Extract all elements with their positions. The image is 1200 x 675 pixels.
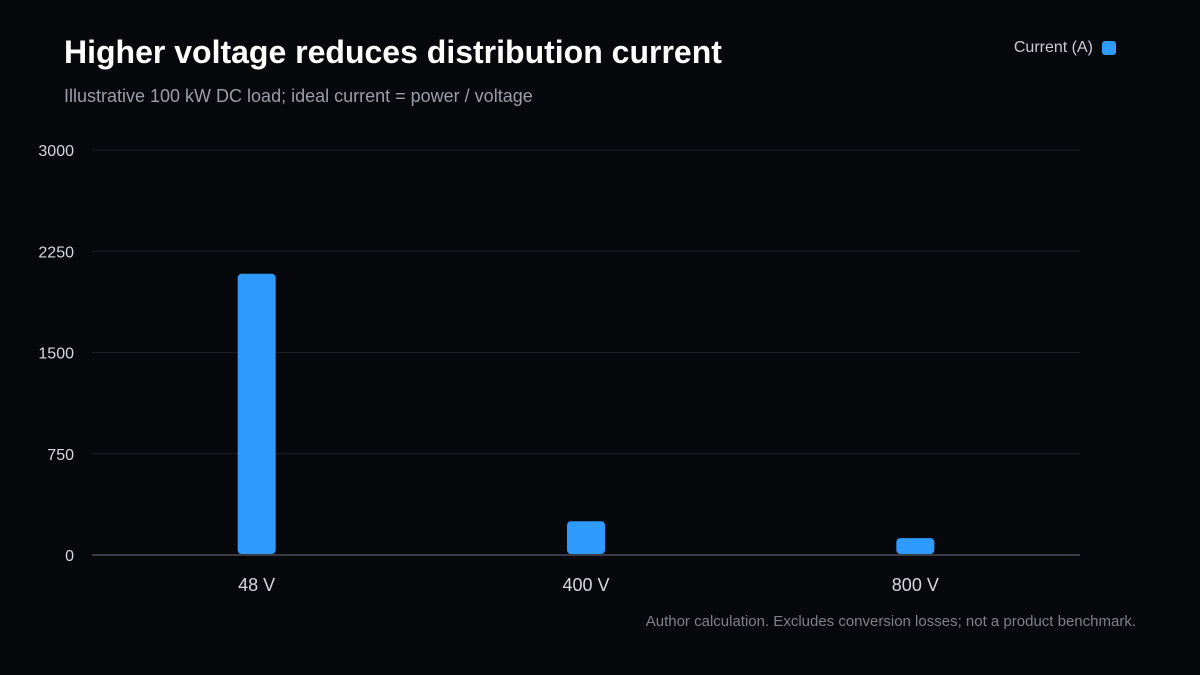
legend: Current (A) <box>1014 39 1116 57</box>
bar <box>896 538 935 554</box>
y-tick-label: 0 <box>65 548 74 565</box>
legend-label: Current (A) <box>1013 39 1093 56</box>
x-tick-label: 800 V <box>892 575 939 595</box>
bar <box>237 273 276 554</box>
y-tick-label: 3000 <box>38 143 74 160</box>
footnote: Author calculation. Excludes conversion … <box>645 613 1136 630</box>
y-tick-label: 750 <box>47 447 74 464</box>
bar <box>567 521 605 554</box>
x-tick-label: 400 V <box>562 575 609 595</box>
legend-swatch <box>1102 41 1116 55</box>
x-tick-label: 48 V <box>238 575 275 595</box>
y-tick-label: 2250 <box>38 244 74 261</box>
chart-subtitle: Illustrative 100 kW DC load; ideal curre… <box>64 86 533 106</box>
chart-title: Higher voltage reduces distribution curr… <box>64 34 722 70</box>
y-tick-label: 1500 <box>38 346 74 363</box>
